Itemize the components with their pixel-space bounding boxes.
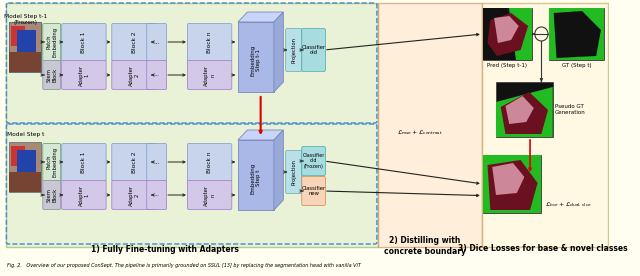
Polygon shape [554,11,601,58]
FancyBboxPatch shape [188,23,232,62]
Bar [17,30,36,60]
Bar [11,26,26,46]
Polygon shape [238,130,284,140]
Text: Pseudo GT
Generation: Pseudo GT Generation [555,104,586,115]
Text: Block n: Block n [207,151,212,173]
Text: Embedding
Step t: Embedding Step t [250,162,261,194]
Polygon shape [274,12,284,92]
Text: Patch
Embedding: Patch Embedding [46,147,57,177]
FancyBboxPatch shape [147,23,166,62]
Polygon shape [238,12,284,22]
Text: Pred (Step t-1): Pred (Step t-1) [487,62,527,68]
FancyBboxPatch shape [61,23,106,62]
Bar [6,3,378,247]
FancyBboxPatch shape [61,60,106,89]
Text: GT (Step t): GT (Step t) [561,62,591,68]
Bar [9,172,42,192]
Text: Adapter
1: Adapter 1 [79,64,90,86]
Text: Classifier
new: Classifier new [301,185,326,197]
Bar [9,22,42,72]
FancyBboxPatch shape [188,144,232,182]
FancyBboxPatch shape [147,144,166,182]
Polygon shape [488,160,538,210]
FancyBboxPatch shape [147,60,166,89]
FancyBboxPatch shape [61,181,106,209]
Text: Block 1: Block 1 [81,31,86,53]
Text: ...: ... [154,73,159,78]
FancyBboxPatch shape [188,60,232,89]
FancyBboxPatch shape [147,181,166,209]
Polygon shape [509,8,532,60]
FancyBboxPatch shape [112,23,156,62]
FancyBboxPatch shape [302,147,325,176]
Text: Classifier
old: Classifier old [301,45,326,55]
FancyBboxPatch shape [61,144,106,182]
Text: Embedding
Step t-1: Embedding Step t-1 [250,44,261,76]
FancyBboxPatch shape [43,23,61,62]
Polygon shape [496,87,553,137]
Text: Adapter
n: Adapter n [204,184,215,206]
Bar [483,8,532,60]
Text: Adapter
2: Adapter 2 [129,184,140,206]
FancyBboxPatch shape [112,60,156,89]
FancyBboxPatch shape [302,176,325,206]
Bar [9,22,42,72]
Text: $\mathcal{L}_{\mathrm{mse}} + \mathcal{L}_{\mathrm{contrast}}$: $\mathcal{L}_{\mathrm{mse}} + \mathcal{L… [397,129,442,137]
Text: Block 2: Block 2 [131,31,136,53]
Bar [238,22,274,92]
Text: Adapter
2: Adapter 2 [129,64,140,86]
FancyBboxPatch shape [43,60,61,89]
FancyBboxPatch shape [285,28,302,71]
Polygon shape [549,8,604,60]
Text: Adapter
n: Adapter n [204,64,215,86]
Text: Stem
Block: Stem Block [46,68,57,82]
Polygon shape [492,163,524,195]
Text: 3) Dice Losses for base & novel classes: 3) Dice Losses for base & novel classes [458,245,628,253]
Polygon shape [488,13,528,56]
Text: 1) Fully Fine-tuning with Adapters: 1) Fully Fine-tuning with Adapters [92,245,239,253]
FancyBboxPatch shape [285,150,302,193]
Bar [483,8,532,60]
Bar [549,8,604,60]
Polygon shape [500,92,548,134]
Text: Classifier
old
(Frozen): Classifier old (Frozen) [303,153,324,169]
Bar [483,155,541,213]
FancyBboxPatch shape [112,144,156,182]
Text: Block 1: Block 1 [81,151,86,173]
FancyBboxPatch shape [43,181,61,209]
FancyBboxPatch shape [302,28,325,71]
Text: Block n: Block n [207,31,212,53]
Polygon shape [274,130,284,210]
Text: Adapter
1: Adapter 1 [79,184,90,206]
Text: ...: ... [154,192,159,198]
Text: Projection: Projection [291,159,296,185]
Text: Model Step t-1
(Frozen): Model Step t-1 (Frozen) [4,14,47,25]
FancyBboxPatch shape [188,181,232,209]
Bar [482,3,607,247]
Bar [9,52,42,72]
Text: Patch
Embedding: Patch Embedding [46,27,57,57]
Text: Model Step t: Model Step t [6,132,44,137]
Text: Stem
Block: Stem Block [46,188,57,202]
Bar [17,150,36,180]
Text: ...: ... [154,160,159,164]
FancyBboxPatch shape [43,144,61,182]
Text: Projection: Projection [291,37,296,63]
Text: $\mathcal{L}_{bce} + \mathcal{L}_{\mathrm{dual,dice}}$: $\mathcal{L}_{bce} + \mathcal{L}_{\mathr… [545,201,592,209]
Text: Fig. 2.   Overview of our proposed ConSept. The pipeline is primarily grounded o: Fig. 2. Overview of our proposed ConSept… [7,262,361,267]
Polygon shape [494,16,518,43]
FancyBboxPatch shape [112,181,156,209]
Polygon shape [483,155,541,213]
Text: ...: ... [154,39,159,44]
Bar [238,140,274,210]
Text: 2) Distilling with
concrete boundary: 2) Distilling with concrete boundary [384,236,466,256]
Text: Block 2: Block 2 [131,151,136,173]
Polygon shape [506,96,534,124]
Bar [11,146,26,166]
Bar [378,3,482,247]
Bar [9,142,42,192]
Bar [496,82,553,137]
